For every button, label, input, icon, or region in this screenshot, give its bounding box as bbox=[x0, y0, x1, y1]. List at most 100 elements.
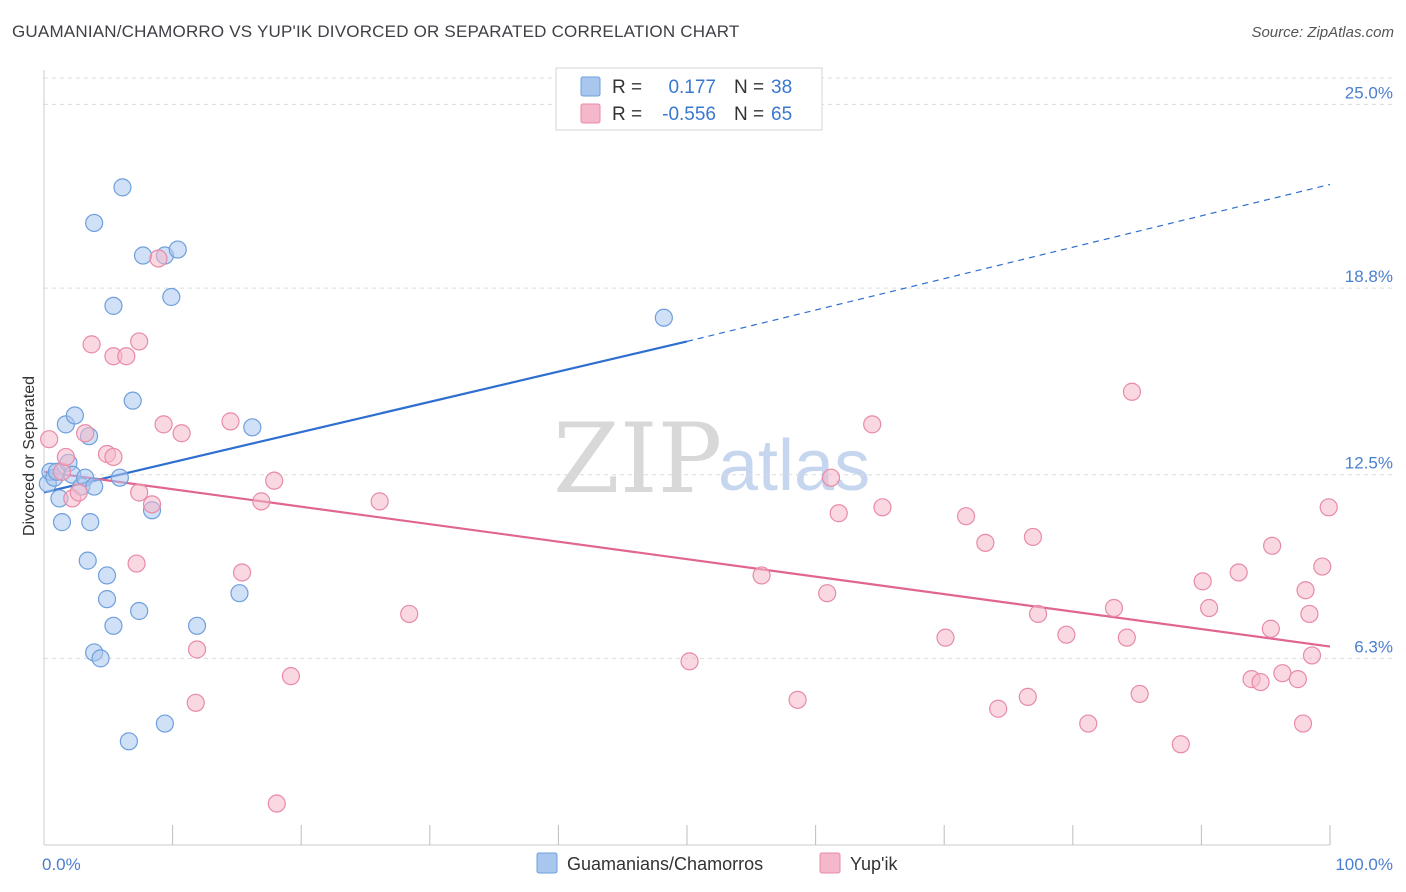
point-pink-10 bbox=[117, 347, 136, 366]
point-pink-20 bbox=[221, 412, 240, 431]
point-pink-19 bbox=[186, 693, 205, 712]
point-pink-11 bbox=[127, 554, 146, 573]
point-blue-12 bbox=[78, 551, 97, 570]
point-blue-20 bbox=[104, 616, 123, 635]
legend-n-value-1: 38 bbox=[771, 77, 792, 98]
point-pink-54 bbox=[1251, 672, 1270, 692]
point-blue-31 bbox=[162, 287, 181, 307]
legend-swatch-blue bbox=[580, 76, 601, 97]
point-pink-5 bbox=[76, 424, 95, 443]
point-pink-6 bbox=[82, 335, 101, 354]
point-blue-24 bbox=[119, 732, 138, 751]
y-tick-label-0: 6.3% bbox=[1354, 637, 1393, 656]
point-pink-51 bbox=[1200, 598, 1219, 618]
point-pink-28 bbox=[680, 652, 699, 671]
series-legend-swatch-blue bbox=[536, 852, 558, 874]
point-blue-15 bbox=[85, 477, 104, 496]
point-pink-45 bbox=[1104, 598, 1124, 618]
point-blue-17 bbox=[91, 649, 110, 668]
point-pink-31 bbox=[818, 584, 837, 603]
point-blue-23 bbox=[113, 178, 132, 197]
point-pink-23 bbox=[265, 471, 284, 490]
point-blue-19 bbox=[97, 590, 117, 609]
point-pink-59 bbox=[1293, 714, 1313, 733]
point-pink-21 bbox=[232, 563, 252, 582]
point-blue-25 bbox=[123, 391, 142, 410]
point-pink-56 bbox=[1263, 536, 1282, 555]
source-label: Source: ZipAtlas.com bbox=[1251, 24, 1394, 41]
point-blue-26 bbox=[130, 601, 149, 621]
point-pink-58 bbox=[1288, 670, 1307, 689]
point-pink-26 bbox=[370, 492, 389, 511]
legend-n-label-2: N = bbox=[734, 104, 764, 125]
point-pink-64 bbox=[1319, 498, 1338, 517]
point-pink-24 bbox=[267, 794, 286, 813]
point-pink-33 bbox=[829, 504, 848, 523]
point-blue-21 bbox=[104, 296, 123, 315]
watermark-atlas: atlas bbox=[718, 426, 870, 506]
point-blue-32 bbox=[168, 240, 187, 259]
watermark-zip: ZIP bbox=[553, 403, 722, 515]
point-pink-0 bbox=[40, 430, 59, 449]
point-blue-5 bbox=[52, 513, 72, 532]
point-pink-13 bbox=[130, 332, 149, 351]
correlation-legend: R = 0.177 N = 38 R = -0.556 N = 65 bbox=[555, 67, 823, 131]
series-legend-label-blue: Guamanians/Chamorros bbox=[567, 854, 763, 874]
point-pink-12 bbox=[130, 483, 149, 502]
point-pink-32 bbox=[821, 468, 841, 487]
point-pink-1 bbox=[52, 462, 72, 481]
point-pink-46 bbox=[1117, 628, 1136, 647]
y-axis-title: Divorced or Separated bbox=[21, 376, 38, 536]
series-legend-swatch-pink bbox=[819, 852, 841, 874]
series-legend-label-pink: Yup'ik bbox=[850, 854, 898, 874]
point-pink-49 bbox=[1171, 735, 1190, 754]
legend-swatch-pink bbox=[580, 103, 601, 124]
point-pink-17 bbox=[172, 424, 191, 443]
point-blue-37 bbox=[654, 308, 673, 327]
point-pink-30 bbox=[788, 690, 807, 709]
x-ticks bbox=[172, 825, 1331, 845]
point-blue-33 bbox=[187, 616, 207, 635]
point-pink-25 bbox=[281, 667, 301, 686]
point-pink-39 bbox=[989, 699, 1008, 718]
point-blue-18 bbox=[97, 566, 117, 585]
point-pink-57 bbox=[1273, 664, 1292, 683]
point-pink-44 bbox=[1079, 714, 1098, 733]
y-tick-label-2: 18.8% bbox=[1345, 267, 1393, 286]
trendline-blue bbox=[43, 340, 688, 494]
legend-r-value-2: -0.556 bbox=[662, 104, 716, 125]
legend-n-value-2: 65 bbox=[771, 104, 792, 125]
point-pink-2 bbox=[56, 447, 75, 467]
point-pink-62 bbox=[1302, 646, 1322, 665]
legend-r-value-1: 0.177 bbox=[668, 77, 716, 98]
chart-title: GUAMANIAN/CHAMORRO VS YUP'IK DIVORCED OR… bbox=[12, 22, 740, 41]
point-pink-47 bbox=[1122, 382, 1142, 401]
point-pink-63 bbox=[1313, 557, 1332, 576]
data-points bbox=[38, 178, 1338, 813]
y-tick-labels: 6.3% 12.5% 18.8% 25.0% bbox=[1345, 83, 1393, 656]
point-pink-4 bbox=[69, 483, 88, 502]
point-pink-42 bbox=[1028, 604, 1048, 624]
series-legend: Guamanians/Chamorros Yup'ik bbox=[536, 852, 898, 874]
point-pink-29 bbox=[752, 566, 771, 585]
point-pink-55 bbox=[1261, 619, 1280, 638]
y-tick-label-1: 12.5% bbox=[1345, 454, 1393, 473]
point-pink-35 bbox=[873, 498, 892, 517]
point-pink-61 bbox=[1300, 604, 1319, 624]
point-pink-40 bbox=[1018, 687, 1037, 706]
point-pink-50 bbox=[1193, 572, 1212, 591]
point-blue-22 bbox=[110, 468, 129, 487]
point-pink-52 bbox=[1229, 563, 1248, 582]
point-blue-27 bbox=[133, 246, 153, 265]
x-tick-label-0: 0.0% bbox=[42, 855, 81, 874]
point-pink-27 bbox=[400, 604, 419, 624]
point-pink-60 bbox=[1296, 581, 1315, 600]
point-blue-35 bbox=[243, 418, 262, 437]
point-blue-36 bbox=[85, 213, 104, 233]
point-pink-14 bbox=[142, 495, 162, 514]
point-blue-30 bbox=[155, 714, 174, 733]
point-pink-22 bbox=[252, 492, 271, 511]
y-tick-label-3: 25.0% bbox=[1345, 83, 1393, 102]
point-pink-37 bbox=[956, 507, 976, 526]
